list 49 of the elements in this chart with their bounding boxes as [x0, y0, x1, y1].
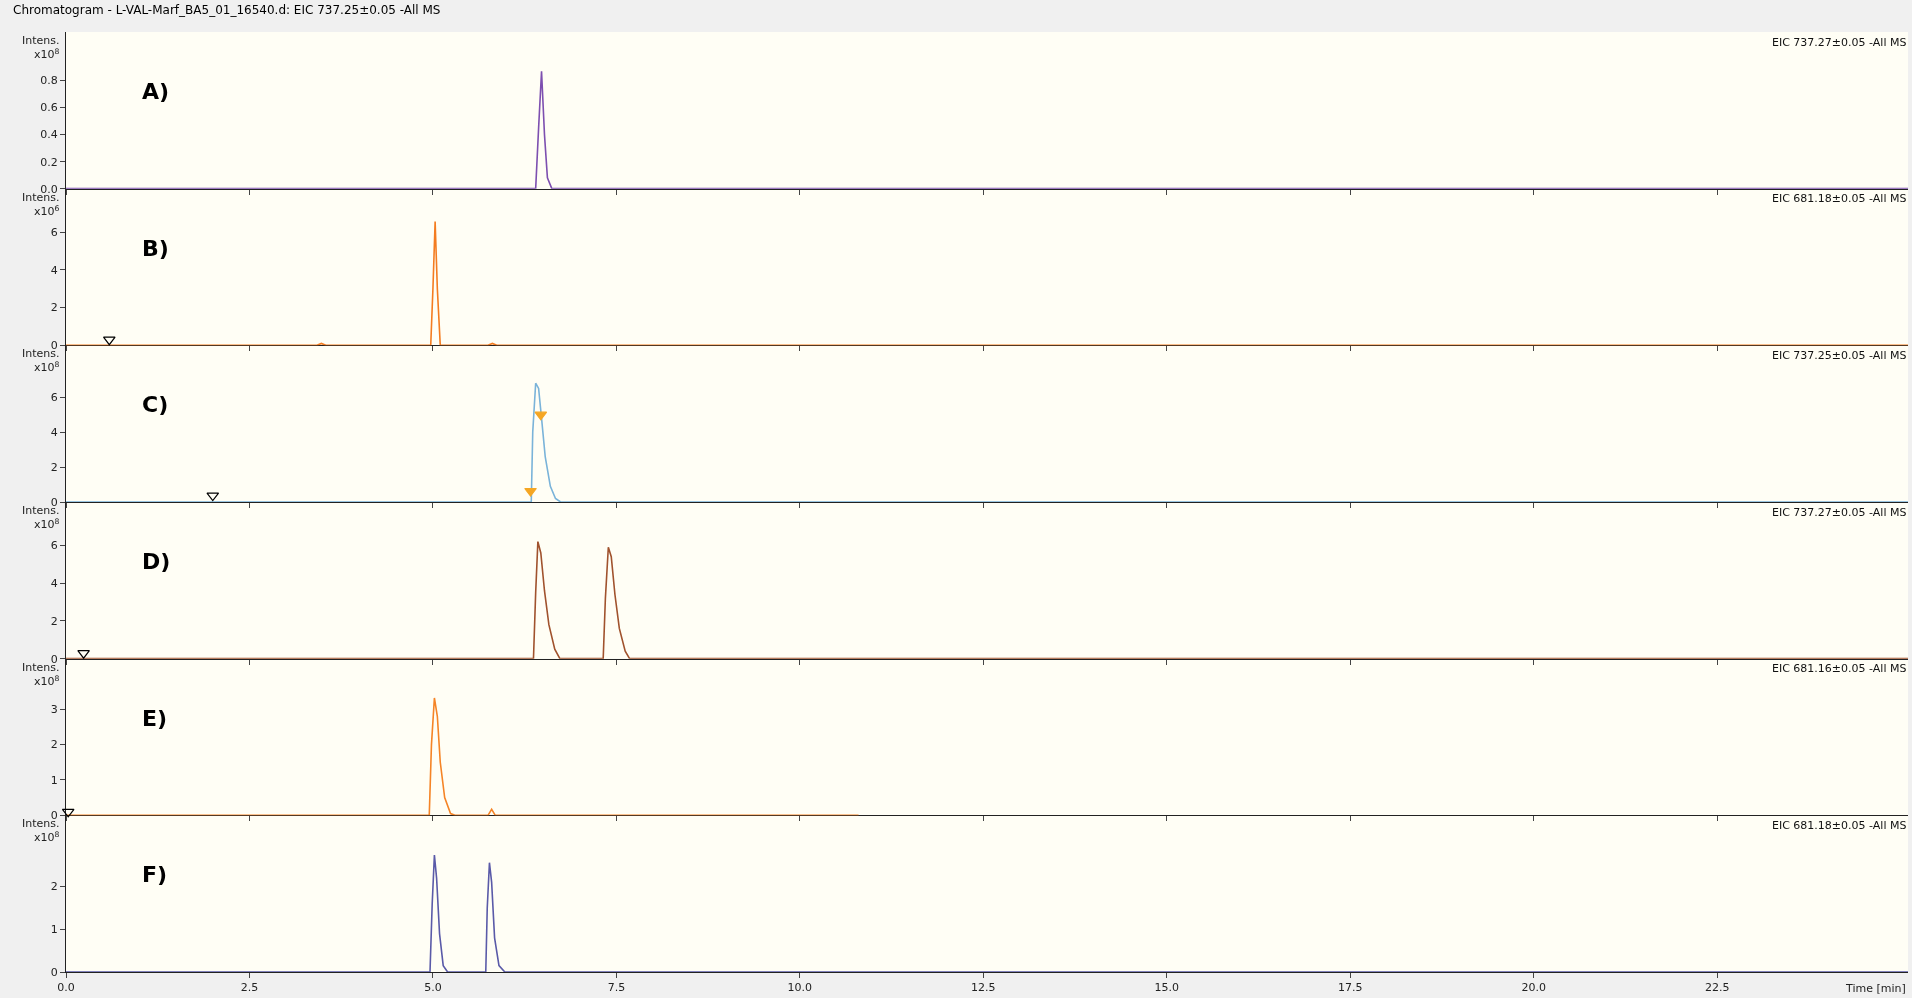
y-tick-label: 2	[50, 880, 58, 894]
annotation: EIC 681.18±0.05 -All MS	[1772, 819, 1907, 832]
x-tick-label: 12.5	[971, 981, 996, 995]
y-tick-label: 6	[50, 539, 58, 553]
x-axis-title: Time [min]	[1845, 982, 1906, 995]
annotation: A)	[142, 79, 170, 104]
y-tick-label: 0	[50, 652, 58, 666]
annotation: D)	[142, 549, 171, 574]
x-tick-label: 7.5	[607, 981, 626, 995]
y-tick-label: 2	[50, 738, 58, 752]
annotation: EIC 737.25±0.05 -All MS	[1772, 349, 1907, 362]
annotation: EIC 737.27±0.05 -All MS	[1772, 506, 1907, 519]
x-tick-label: 10.0	[787, 981, 813, 995]
y-tick-label: 1	[50, 773, 58, 787]
x-tick-label: 17.5	[1338, 981, 1363, 995]
y-tick-label: 0	[50, 495, 58, 509]
y-tick-label: 4	[50, 263, 58, 277]
y-tick-label: 0.6	[40, 101, 58, 115]
y-tick-label: 3	[50, 703, 58, 717]
annotation: E)	[142, 706, 168, 731]
y-tick-label: 2	[50, 614, 58, 628]
y-axis-title: Intens. x10$^{8}$	[22, 34, 60, 62]
x-tick-label: 5.0	[424, 981, 442, 995]
y-tick-label: 2	[50, 301, 58, 315]
annotation: B)	[142, 236, 169, 261]
y-tick-label: 0.0	[40, 182, 58, 196]
annotation: EIC 737.27±0.05 -All MS	[1772, 36, 1907, 49]
x-tick-label: 2.5	[240, 981, 259, 995]
x-tick-label: 22.5	[1704, 981, 1730, 995]
point	[524, 487, 537, 497]
y-tick-label: 6	[50, 225, 58, 239]
y-tick-label: 4	[50, 425, 58, 439]
annotation: F)	[142, 862, 168, 887]
y-tick-label: 0.8	[40, 74, 58, 88]
annotation: EIC 681.18±0.05 -All MS	[1772, 192, 1907, 205]
y-tick-label: 0.4	[40, 128, 58, 142]
y-tick-label: 6	[50, 391, 58, 405]
y-tick-label: 0	[50, 965, 58, 979]
x-tick-label: 15.0	[1154, 981, 1180, 995]
y-tick-label: 4	[50, 577, 58, 591]
annotation: EIC 681.16±0.05 -All MS	[1772, 662, 1907, 675]
y-tick-label: 0.2	[40, 155, 58, 169]
annotation: C)	[142, 392, 169, 417]
chart-title: Chromatogram - L-VAL-Marf_BA5_01_16540.d: EIC 737.25±0.05 -All MS	[13, 3, 441, 17]
y-tick-label: 1	[50, 923, 58, 937]
y-tick-label: 2	[50, 460, 58, 474]
x-tick-label: 20.0	[1521, 981, 1546, 995]
point	[534, 411, 548, 421]
point	[206, 492, 220, 502]
